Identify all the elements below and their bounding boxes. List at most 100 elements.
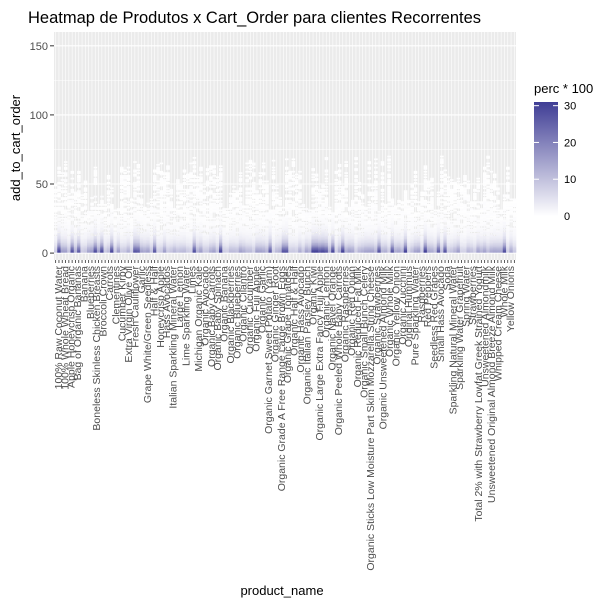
heatmap-cell <box>443 187 447 189</box>
heatmap-cell <box>447 229 451 231</box>
heatmap-cell <box>397 234 401 236</box>
heatmap-cell <box>176 236 180 238</box>
heatmap-cell <box>368 161 372 163</box>
heatmap-cell <box>150 236 154 238</box>
heatmap-cell <box>127 167 131 169</box>
heatmap-cell <box>285 175 289 177</box>
heatmap-cell <box>404 222 408 224</box>
heatmap-cell <box>440 179 444 181</box>
heatmap-cell <box>199 192 203 194</box>
heatmap-cell <box>80 200 84 202</box>
heatmap-cell <box>368 204 372 206</box>
heatmap-cell <box>288 204 292 206</box>
heatmap-cell <box>160 221 164 223</box>
heatmap-cell <box>160 178 164 180</box>
heatmap-cell <box>54 185 58 187</box>
heatmap-cell <box>245 163 249 165</box>
heatmap-cell <box>364 221 368 223</box>
heatmap-cell <box>404 225 408 227</box>
heatmap-cell <box>150 221 154 223</box>
heatmap-cell <box>450 182 454 184</box>
heatmap-cell <box>450 211 454 213</box>
heatmap-cell <box>460 216 464 218</box>
heatmap-cell <box>364 207 368 209</box>
heatmap-cell <box>123 172 127 174</box>
heatmap-cell <box>374 233 378 235</box>
heatmap-cell <box>368 192 372 194</box>
heatmap-cell <box>123 228 127 230</box>
heatmap-cell <box>308 210 312 212</box>
heatmap-cell <box>100 232 104 234</box>
heatmap-cell <box>328 236 332 238</box>
heatmap-cell <box>64 197 68 199</box>
heatmap-cell <box>120 193 124 195</box>
heatmap-cell <box>302 228 306 230</box>
heatmap-cell <box>123 187 127 189</box>
heatmap-cell <box>163 172 167 174</box>
heatmap-cell <box>153 201 157 203</box>
heatmap-cell <box>374 225 378 227</box>
heatmap-cell <box>212 165 216 167</box>
heatmap-cell <box>219 187 223 189</box>
heatmap-cell <box>123 236 127 238</box>
heatmap-cell <box>447 181 451 183</box>
heatmap-cell <box>318 232 322 234</box>
heatmap-cell <box>183 182 187 184</box>
heatmap-cell <box>252 200 256 202</box>
heatmap-cell <box>292 201 296 203</box>
heatmap-cell <box>245 226 249 228</box>
heatmap-cell <box>245 199 249 201</box>
heatmap-cell <box>255 190 259 192</box>
heatmap-cell <box>170 232 174 234</box>
heatmap-cell <box>275 207 279 209</box>
heatmap-cell <box>295 215 299 217</box>
heatmap-cell <box>325 219 329 221</box>
heatmap-cell <box>315 233 319 235</box>
heatmap-cell <box>430 178 434 180</box>
heatmap-cell <box>371 185 375 187</box>
heatmap-cell <box>156 167 160 169</box>
heatmap-cell <box>321 189 325 191</box>
heatmap-cell <box>212 186 216 188</box>
heatmap-cell <box>427 181 431 183</box>
heatmap-cell <box>298 171 302 173</box>
heatmap-cell <box>397 204 401 206</box>
heatmap-cell <box>288 187 292 189</box>
heatmap-cell <box>110 214 114 216</box>
heatmap-cell <box>354 212 358 214</box>
heatmap-cell <box>113 228 117 230</box>
heatmap-cell <box>401 201 405 203</box>
heatmap-cell <box>94 169 98 171</box>
heatmap-cell <box>203 233 207 235</box>
heatmap-cell <box>272 192 276 194</box>
heatmap-cell <box>434 210 438 212</box>
heatmap-cell <box>443 190 447 192</box>
heatmap-cell <box>216 196 220 198</box>
heatmap-cell <box>275 215 279 217</box>
heatmap-cell <box>179 205 183 207</box>
heatmap-cell <box>338 189 342 191</box>
heatmap-cell <box>463 182 467 184</box>
heatmap-cell <box>259 200 263 202</box>
heatmap-cell <box>80 230 84 232</box>
heatmap-cell <box>417 233 421 235</box>
heatmap-cell <box>321 185 325 187</box>
heatmap-cell <box>127 211 131 213</box>
heatmap-cell <box>120 215 124 217</box>
heatmap-cell <box>460 203 464 205</box>
heatmap-cell <box>57 193 61 195</box>
heatmap-cell <box>440 197 444 199</box>
heatmap-cell <box>156 164 160 166</box>
heatmap-cell <box>189 163 193 165</box>
heatmap-cell <box>209 229 213 231</box>
heatmap-cell <box>193 205 197 207</box>
heatmap-cell <box>285 200 289 202</box>
heatmap-cell <box>245 167 249 169</box>
heatmap-cell <box>189 207 193 209</box>
heatmap-cell <box>110 190 114 192</box>
heatmap-cell <box>104 212 108 214</box>
heatmap-cell <box>64 179 68 181</box>
heatmap-cell <box>123 175 127 177</box>
heatmap-cell <box>420 229 424 231</box>
heatmap-cell <box>298 185 302 187</box>
